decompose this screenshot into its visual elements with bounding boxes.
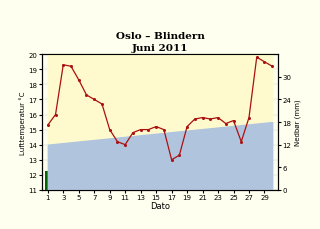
Bar — [161, 171, 167, 190]
X-axis label: Dato: Dato — [150, 202, 170, 210]
Bar — [215, 100, 221, 190]
Bar — [231, 111, 236, 190]
Bar — [115, 115, 120, 190]
Bar — [153, 151, 159, 190]
Title: Oslo – Blindern
Juni 2011: Oslo – Blindern Juni 2011 — [116, 31, 204, 53]
Bar — [45, 171, 51, 190]
Y-axis label: Nedbør (mm): Nedbør (mm) — [294, 99, 301, 146]
Bar — [123, 178, 128, 190]
Bar — [138, 145, 143, 190]
Bar — [169, 130, 174, 190]
Y-axis label: Lufttemperatur °C: Lufttemperatur °C — [19, 91, 26, 154]
Bar — [262, 183, 267, 190]
Bar — [238, 134, 244, 190]
Bar — [107, 139, 112, 190]
Bar — [99, 149, 105, 190]
Bar — [146, 143, 151, 190]
